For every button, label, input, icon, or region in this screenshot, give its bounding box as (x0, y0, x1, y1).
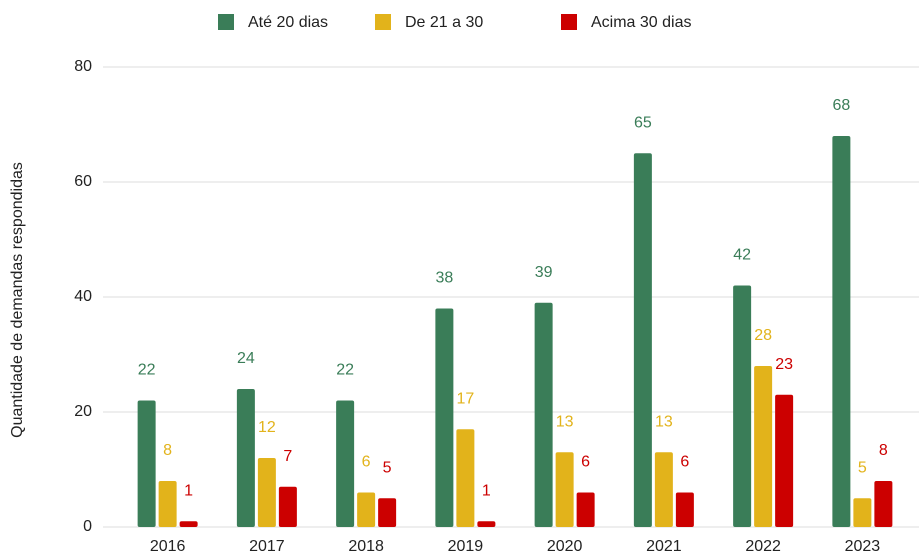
data-label: 5 (858, 459, 867, 476)
data-label: 1 (482, 482, 491, 499)
data-label: 39 (535, 264, 553, 281)
y-tick-label: 60 (74, 173, 92, 190)
bar (336, 400, 355, 527)
bar (576, 492, 595, 527)
bar (874, 481, 893, 527)
data-label: 5 (383, 459, 392, 476)
bar (179, 521, 198, 527)
legend-swatch (218, 14, 234, 30)
data-label: 7 (283, 448, 292, 465)
x-tick-label: 2019 (448, 538, 484, 555)
data-label: 13 (556, 413, 574, 430)
bar (236, 389, 255, 527)
y-tick-label: 20 (74, 403, 92, 420)
bar (477, 521, 496, 527)
x-tick-label: 2017 (249, 538, 285, 555)
x-tick-label: 2023 (845, 538, 881, 555)
bar (378, 498, 397, 527)
y-axis-label: Quantidade de demandas respondidas (9, 162, 26, 438)
data-label: 8 (163, 442, 172, 459)
bar (158, 481, 177, 527)
legend-label: Acima 30 dias (591, 14, 692, 31)
data-label: 8 (879, 442, 888, 459)
bar (555, 452, 574, 527)
bar (357, 492, 376, 527)
bar (257, 458, 276, 527)
data-label: 42 (733, 247, 751, 264)
y-tick-label: 80 (74, 58, 92, 75)
data-label: 1 (184, 482, 193, 499)
bar (853, 498, 872, 527)
bar (456, 429, 475, 527)
legend-swatch (375, 14, 391, 30)
data-label: 22 (336, 362, 354, 379)
bar (832, 136, 851, 527)
legend-label: De 21 a 30 (405, 14, 483, 31)
data-label: 68 (832, 97, 850, 114)
bar (534, 302, 553, 527)
x-tick-label: 2022 (745, 538, 781, 555)
data-label: 38 (435, 270, 453, 287)
bar (137, 400, 156, 527)
bar (754, 366, 773, 527)
data-label: 6 (362, 454, 371, 471)
data-label: 24 (237, 350, 255, 367)
data-label: 13 (655, 413, 673, 430)
data-label: 6 (581, 454, 590, 471)
data-label: 23 (775, 356, 793, 373)
bar (733, 285, 752, 527)
x-tick-label: 2021 (646, 538, 682, 555)
y-tick-label: 40 (74, 288, 92, 305)
x-tick-label: 2020 (547, 538, 583, 555)
x-tick-label: 2018 (348, 538, 384, 555)
data-label: 6 (680, 454, 689, 471)
data-label: 22 (138, 362, 156, 379)
bar (775, 394, 794, 527)
data-label: 17 (456, 390, 474, 407)
data-label: 12 (258, 419, 276, 436)
data-label: 65 (634, 114, 652, 131)
x-tick-label: 2016 (150, 538, 186, 555)
data-label: 28 (754, 327, 772, 344)
legend-label: Até 20 dias (248, 14, 328, 31)
bar (675, 492, 694, 527)
y-tick-label: 0 (83, 518, 92, 535)
bar (654, 452, 673, 527)
bar (435, 308, 454, 527)
bar (633, 153, 652, 527)
legend-swatch (561, 14, 577, 30)
bar (278, 486, 297, 527)
